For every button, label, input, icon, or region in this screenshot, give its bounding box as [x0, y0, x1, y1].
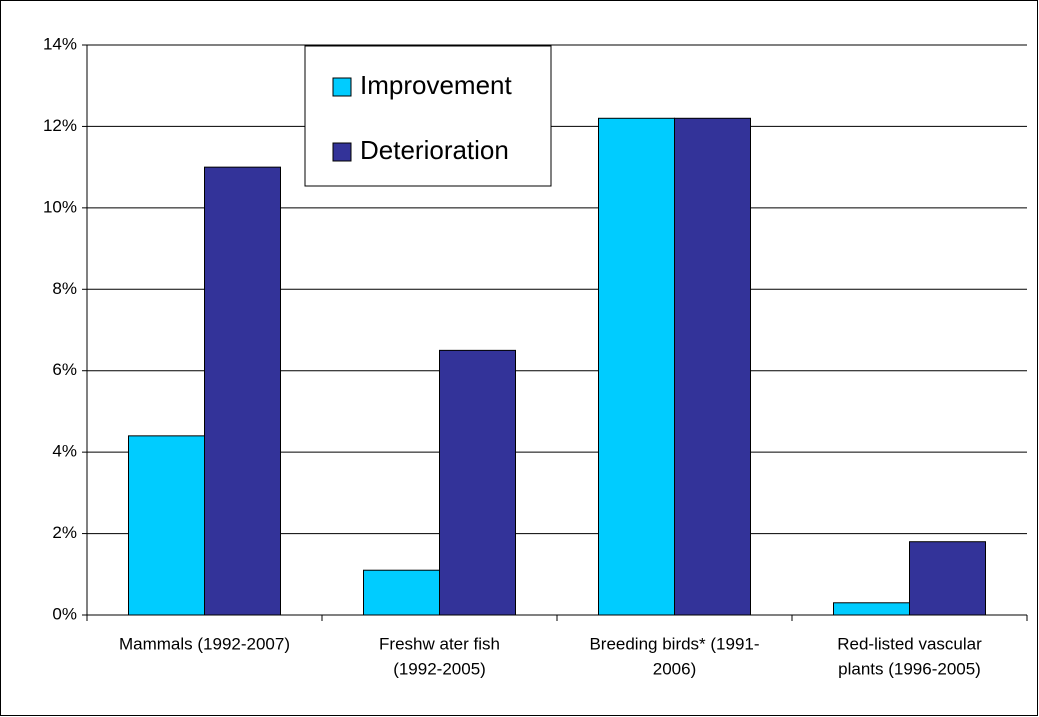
x-tick-label: plants (1996-2005) [838, 659, 981, 678]
x-tick-label: (1992-2005) [393, 659, 486, 678]
legend-label: Deterioration [360, 135, 509, 165]
y-tick-label: 2% [52, 523, 77, 542]
bar [363, 569, 440, 616]
y-tick-label: 10% [43, 197, 77, 216]
y-tick-label: 6% [52, 360, 77, 379]
y-tick-label: 4% [52, 442, 77, 461]
bar [128, 435, 205, 616]
x-tick-label: Mammals (1992-2007) [119, 634, 290, 653]
bar [674, 117, 751, 616]
legend-swatch [332, 142, 352, 162]
x-tick-label: 2006) [653, 659, 696, 678]
legend-label: Improvement [360, 70, 512, 100]
y-tick-label: 0% [52, 604, 77, 623]
bar [909, 541, 986, 616]
x-tick-label: Red-listed vascular [837, 634, 982, 653]
x-tick-label: Breeding birds* (1991- [589, 634, 759, 653]
bar [439, 349, 516, 616]
y-tick-label: 8% [52, 279, 77, 298]
x-tick-label: Freshw ater fish [379, 634, 500, 653]
bar [204, 166, 281, 616]
y-tick-label: 12% [43, 116, 77, 135]
y-tick-label: 14% [43, 34, 77, 53]
legend-swatch [332, 77, 352, 97]
bar [598, 117, 675, 616]
bar [833, 602, 910, 616]
legend-box [304, 45, 552, 187]
